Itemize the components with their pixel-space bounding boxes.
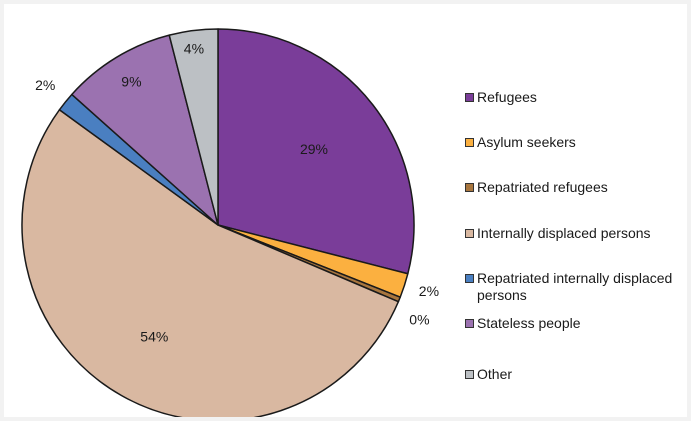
legend-item-repatriated-refugees: Repatriated refugees <box>465 179 677 196</box>
legend-item-repatriated-internally-displaced-persons: Repatriated internally displaced persons <box>465 270 677 304</box>
legend-swatch <box>465 370 474 379</box>
data-label-refugees: 29% <box>300 141 328 157</box>
legend-swatch <box>465 274 474 283</box>
legend-swatch <box>465 229 474 238</box>
data-label-repatriated-refugees: 0% <box>409 312 429 328</box>
legend-label: Stateless people <box>477 315 581 331</box>
data-label-internally-displaced-persons: 54% <box>140 328 168 344</box>
data-label-repatriated-internally-displaced-persons: 2% <box>35 77 55 93</box>
legend-label: Refugees <box>477 89 537 105</box>
legend-label: Asylum seekers <box>477 134 576 150</box>
legend-swatch <box>465 93 474 102</box>
pie-slice-refugees <box>217 28 415 275</box>
legend-label: Internally displaced persons <box>477 225 651 241</box>
legend-swatch <box>465 138 474 147</box>
pie-slice-other <box>168 28 219 226</box>
chart-frame: 29% 2% 0% 54% 2% 9% 4% Refugees Asylum seekers R… <box>4 4 687 417</box>
legend-item-asylum-seekers: Asylum seekers <box>465 134 677 151</box>
pie-chart: 29% 2% 0% 54% 2% 9% 4% <box>21 28 439 417</box>
legend-label: Other <box>477 366 513 382</box>
pie-slice-stateless-people <box>71 34 219 226</box>
legend-item-internally-displaced-persons: Internally displaced persons <box>465 225 677 242</box>
legend-item-other: Other <box>465 366 677 383</box>
legend-swatch <box>465 319 474 328</box>
data-label-stateless-people: 9% <box>121 73 141 89</box>
legend-item-refugees: Refugees <box>465 89 677 106</box>
data-label-other: 4% <box>184 41 204 57</box>
legend-swatch <box>465 183 474 192</box>
pie-slice-internally-displaced-persons <box>21 109 400 417</box>
legend-label: Repatriated internally displaced persons <box>477 270 673 303</box>
legend-label: Repatriated refugees <box>477 179 608 195</box>
data-label-asylum-seekers: 2% <box>419 283 439 299</box>
legend-item-stateless-people: Stateless people <box>465 315 677 332</box>
